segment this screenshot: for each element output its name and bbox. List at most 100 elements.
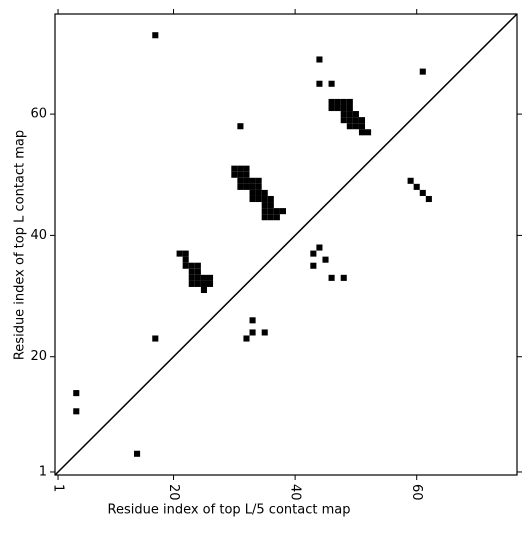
contact-cell — [182, 256, 189, 263]
contact-cell — [352, 111, 359, 118]
x-tick-label: 1 — [51, 484, 66, 492]
y-tick-label: 60 — [30, 107, 47, 122]
contact-cell — [194, 280, 201, 287]
x-tick-label: 20 — [166, 484, 181, 501]
contact-cell — [243, 335, 250, 342]
plot-frame — [54, 13, 518, 476]
contact-cell — [419, 189, 426, 196]
contact-cell — [152, 32, 159, 39]
contact-cell — [322, 256, 329, 263]
contact-cell — [255, 183, 262, 190]
contact-cell — [188, 268, 195, 275]
contact-cell — [249, 177, 256, 184]
contact-cell — [152, 335, 159, 342]
x-tick-label: 60 — [409, 484, 424, 501]
contact-cell — [261, 208, 268, 215]
contact-cell — [237, 123, 244, 130]
contact-cell — [237, 183, 244, 190]
contact-cell — [358, 123, 366, 130]
contact-cell — [249, 195, 256, 203]
diagonal-line — [54, 13, 518, 476]
contact-cell — [334, 98, 341, 105]
contact-cell — [237, 177, 244, 184]
contact-cell — [261, 189, 268, 196]
x-tick-label: 40 — [288, 484, 303, 501]
contact-cell — [358, 129, 366, 136]
contact-cell — [200, 286, 207, 294]
contact-cell — [249, 317, 256, 324]
contact-cell — [194, 268, 201, 275]
contact-cell — [316, 244, 323, 251]
contact-cell — [273, 208, 280, 215]
contact-cell — [340, 111, 347, 118]
contact-cell — [267, 195, 274, 203]
contact-cell — [316, 56, 323, 63]
contact-cell — [365, 129, 372, 136]
contact-cell — [328, 80, 335, 87]
contact-cell — [243, 165, 250, 172]
contact-cell — [243, 171, 250, 178]
contact-cell — [176, 250, 183, 257]
y-axis-label: Residue index of top L contact map — [13, 130, 28, 360]
contact-cell — [249, 189, 256, 196]
contact-cell — [243, 177, 250, 184]
y-tick-label: 20 — [30, 349, 47, 364]
contact-cell — [231, 165, 238, 172]
contact-cell — [346, 117, 353, 124]
contact-cell — [328, 104, 335, 112]
contact-cell — [310, 262, 317, 269]
y-tick-label: 40 — [30, 228, 47, 243]
contact-cell — [267, 208, 274, 215]
contact-cell — [413, 183, 420, 190]
contact-cell — [200, 280, 207, 287]
contact-cell — [206, 280, 214, 287]
contact-cell — [328, 274, 335, 281]
contact-cell — [279, 208, 286, 215]
contact-cell — [352, 123, 359, 130]
contact-cell — [206, 274, 214, 281]
contact-cell — [346, 123, 353, 130]
contact-cell — [340, 98, 347, 105]
contact-cell — [261, 214, 268, 221]
contact-cell — [134, 450, 141, 457]
contact-cell — [243, 183, 250, 190]
contact-cell — [261, 195, 268, 203]
contact-cell — [237, 165, 244, 172]
contact-cell — [267, 202, 274, 209]
x-axis-label: Residue index of top L/5 contact map — [108, 503, 351, 518]
contact-cell — [261, 329, 268, 336]
contact-cell — [358, 117, 366, 124]
contact-cell — [346, 104, 353, 112]
contact-cell — [310, 250, 317, 257]
contact-cell — [249, 329, 256, 336]
contact-cell — [340, 274, 347, 281]
contact-cell — [425, 195, 432, 203]
contact-cell — [261, 202, 268, 209]
contact-cell — [328, 98, 335, 105]
contact-cell — [188, 274, 195, 281]
contact-cell — [316, 80, 323, 87]
contact-cell — [182, 250, 189, 257]
contact-cell — [200, 274, 207, 281]
contact-cell — [73, 390, 80, 397]
contact-cell — [255, 189, 262, 196]
contact-cell — [273, 214, 280, 221]
contact-cell — [267, 214, 274, 221]
contact-cell — [194, 274, 201, 281]
contact-cell — [352, 117, 359, 124]
contact-cell — [231, 171, 238, 178]
contact-cell — [346, 111, 353, 118]
contact-cell — [419, 68, 426, 75]
contact-cell — [340, 117, 347, 124]
y-tick-label: 1 — [39, 464, 47, 479]
contact-cell — [249, 183, 256, 190]
contact-cell — [407, 177, 414, 184]
contact-cell — [346, 98, 353, 105]
contact-cell — [237, 171, 244, 178]
contact-cell — [73, 408, 80, 415]
contact-cell — [188, 280, 195, 287]
contact-cell — [194, 262, 201, 269]
contact-cell — [182, 262, 189, 269]
contact-cell — [188, 262, 195, 269]
